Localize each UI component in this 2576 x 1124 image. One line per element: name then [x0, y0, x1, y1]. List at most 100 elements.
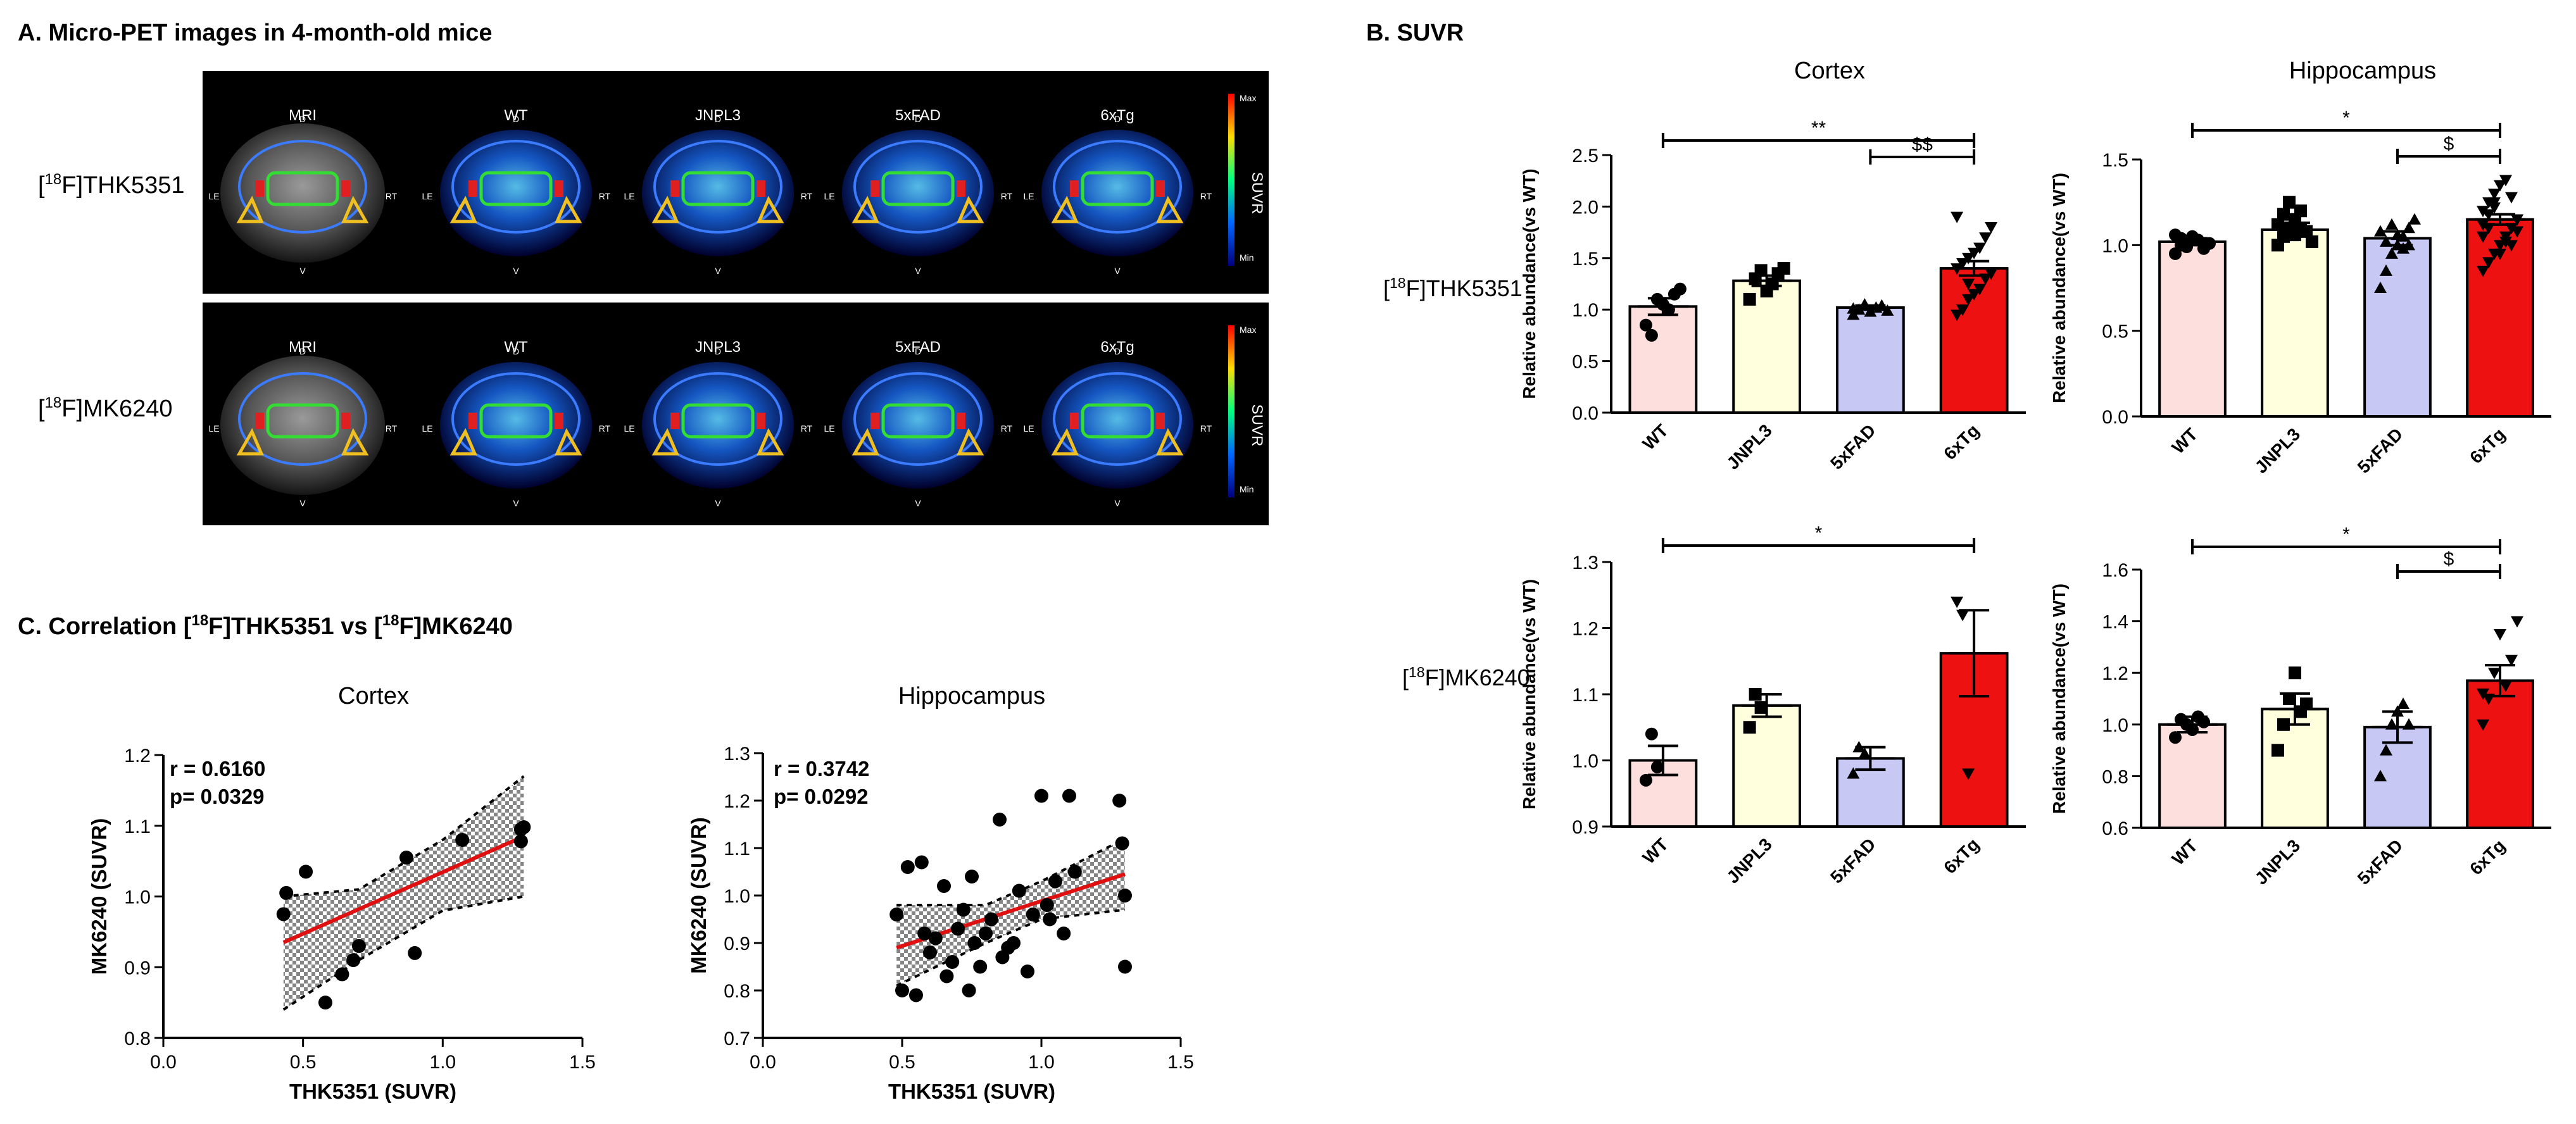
orientation-d: D	[1114, 114, 1121, 124]
orientation-le: LE	[624, 191, 634, 201]
cortex-roi	[1053, 140, 1182, 234]
x-tick-label: 0.0	[150, 1052, 177, 1073]
scatter-point	[1118, 889, 1132, 902]
data-point-6xtg	[2494, 248, 2506, 260]
significance-label: $	[2444, 549, 2454, 570]
orientation-le: LE	[422, 423, 432, 434]
orientation-v: V	[299, 266, 306, 276]
cortex-roi	[451, 372, 581, 466]
x-tick-label: WT	[2168, 835, 2202, 869]
x-tick-label: 6xTg	[1940, 420, 1983, 463]
roi-red-right	[957, 180, 965, 197]
scatter-point	[351, 939, 366, 953]
roi-yellow	[236, 196, 369, 223]
roi-red-right	[757, 413, 765, 429]
data-point-5xfad	[2391, 228, 2404, 240]
y-tick-label: 1.0	[2102, 715, 2128, 736]
bar-wt	[1628, 305, 1698, 415]
data-point-wt	[1650, 760, 1664, 773]
bar-chart-cortex-mk6240: 0.9 1.0 1.1 1.2 1.3 Relative abundance(vs WT)…	[1519, 523, 2026, 887]
data-point-jnpl3	[2283, 196, 2296, 209]
scatter-point	[1067, 865, 1082, 879]
orientation-v: V	[715, 266, 721, 276]
data-point-6xtg	[2511, 214, 2523, 226]
brain-slice	[842, 130, 994, 256]
bar-5xfad	[2363, 237, 2432, 418]
hippocampus-roi	[266, 403, 339, 439]
orientation-d: D	[299, 114, 306, 124]
orientation-rt: RT	[801, 191, 813, 201]
colorbar-max-label: Max	[1240, 93, 1256, 103]
scatter-point	[951, 921, 965, 936]
brain-slice	[842, 362, 994, 489]
col-title-cortex: Cortex	[1794, 58, 1865, 84]
cortex-roi	[238, 372, 367, 466]
pet-column-label: WT	[504, 107, 528, 124]
roi-yellow	[236, 428, 369, 456]
y-tick-label: 1.0	[1572, 300, 1599, 321]
data-point-5xfad	[2380, 744, 2392, 756]
y-tick-label: 1.3	[724, 744, 750, 765]
roi-red-left	[670, 180, 679, 197]
y-tick-label: 0.6	[2102, 818, 2128, 839]
panel-c-title: C. Correlation [18F]THK5351 vs [18F]MK62…	[18, 612, 513, 640]
data-point-6xtg	[2477, 231, 2489, 243]
scatter-point	[279, 885, 294, 900]
roi-red-right	[555, 413, 563, 429]
data-point-6xtg	[2477, 206, 2489, 218]
data-point-5xfad	[1864, 305, 1877, 317]
orientation-rt: RT	[1001, 191, 1013, 201]
orientation-rt: RT	[1200, 191, 1212, 201]
scatter-point	[900, 860, 915, 874]
y-axis-label: MK6240 (SUVR)	[87, 818, 111, 975]
data-point-5xfad	[2391, 705, 2404, 717]
y-axis-label: Relative abundance(vs WT)	[1519, 579, 1539, 809]
row-label-mk6240-b: [18F]MK6240	[1402, 664, 1530, 690]
data-point-jnpl3	[2294, 204, 2307, 218]
orientation-rt: RT	[1001, 423, 1013, 434]
cortex-roi	[238, 140, 367, 234]
data-point-jnpl3	[2300, 697, 2313, 711]
data-point-5xfad	[2374, 225, 2387, 237]
cortex-roi	[451, 140, 581, 234]
y-tick-label: 0.8	[724, 981, 750, 1002]
data-point-6xtg	[1973, 284, 1987, 296]
colorbar-gradient	[1228, 94, 1235, 266]
data-point-6xtg	[2494, 180, 2506, 192]
pet-image-thk5351-wt: WTD V LE RT	[422, 107, 610, 276]
scatter-point	[1048, 874, 1062, 889]
roi-red-left	[1070, 180, 1079, 197]
x-tick-label: JNPL3	[2251, 424, 2304, 477]
data-point-6xtg	[1962, 294, 1975, 306]
data-point-5xfad	[2397, 697, 2410, 709]
scatter-point	[993, 813, 1007, 827]
y-tick-label: 1.0	[1572, 751, 1599, 772]
brain-slice	[1041, 362, 1193, 489]
y-tick-label: 1.4	[2102, 612, 2128, 633]
scatter-point	[928, 931, 943, 946]
correlation-r: r = 0.6160	[170, 757, 265, 780]
pet-column-label: WT	[504, 339, 528, 356]
x-tick-label: WT	[2168, 424, 2202, 458]
data-point-5xfad	[1881, 304, 1894, 316]
bar-chart-hippocampus-mk6240: 0.6 0.8 1.0 1.2 1.4 1.6 Relative abundance(vs …	[2049, 524, 2551, 889]
orientation-d: D	[513, 114, 519, 124]
pet-column-label: 5xFAD	[895, 339, 941, 356]
x-axis-label: THK5351 (SUVR)	[289, 1080, 456, 1103]
hippocampus-roi	[881, 171, 955, 206]
roi-red-right	[341, 180, 350, 197]
data-point-jnpl3	[2277, 208, 2290, 221]
confidence-upper	[896, 837, 1126, 906]
data-point-wt	[1662, 303, 1675, 316]
y-tick-label: 1.0	[724, 886, 750, 907]
roi-red-left	[870, 413, 879, 429]
orientation-v: V	[1114, 498, 1121, 508]
orientation-d: D	[299, 346, 306, 356]
x-tick-label: 5xFAD	[2354, 424, 2407, 477]
data-point-6xtg	[1956, 258, 1970, 270]
data-point-jnpl3	[2289, 666, 2301, 680]
scatter-title: Cortex	[338, 683, 409, 709]
y-tick-label: 1.6	[2102, 560, 2128, 581]
